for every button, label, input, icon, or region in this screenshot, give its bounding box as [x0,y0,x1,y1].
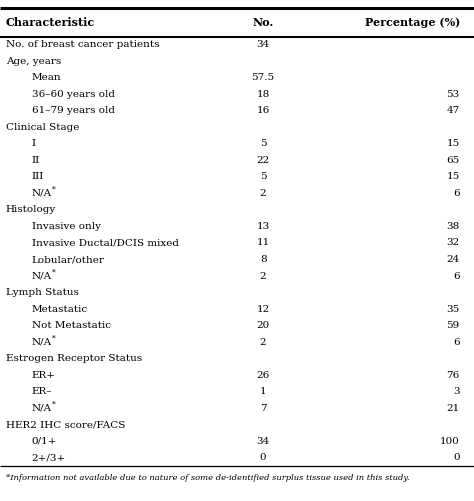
Text: 47: 47 [447,106,460,115]
Text: 34: 34 [256,437,270,446]
Text: Percentage (%): Percentage (%) [365,17,460,28]
Text: N/A: N/A [32,272,52,281]
Text: 5: 5 [260,172,266,181]
Text: 0: 0 [260,453,266,462]
Text: 11: 11 [256,238,270,247]
Text: 61–79 years old: 61–79 years old [32,106,115,115]
Text: ER–: ER– [32,387,52,396]
Text: 7: 7 [260,404,266,413]
Text: 36–60 years old: 36–60 years old [32,90,115,99]
Text: 32: 32 [447,238,460,247]
Text: 8: 8 [260,255,266,264]
Text: 34: 34 [256,40,270,49]
Text: 13: 13 [256,222,270,231]
Text: 2: 2 [260,189,266,198]
Text: N/A: N/A [32,189,52,198]
Text: Lymph Status: Lymph Status [6,288,79,297]
Text: Characteristic: Characteristic [6,17,95,28]
Text: *: * [52,400,55,408]
Text: 21: 21 [447,404,460,413]
Text: 57.5: 57.5 [252,73,274,82]
Text: No. of breast cancer patients: No. of breast cancer patients [6,40,159,49]
Text: 0/1+: 0/1+ [32,437,57,446]
Text: Lobular/other: Lobular/other [32,255,105,264]
Text: ER+: ER+ [32,371,56,380]
Text: 6: 6 [453,338,460,347]
Text: 35: 35 [447,305,460,314]
Text: II: II [32,156,40,165]
Text: III: III [32,172,44,181]
Text: 53: 53 [447,90,460,99]
Text: HER2 IHC score/FACS: HER2 IHC score/FACS [6,420,125,429]
Text: 38: 38 [447,222,460,231]
Text: Mean: Mean [32,73,62,82]
Text: N/A: N/A [32,404,52,413]
Text: 20: 20 [256,321,270,330]
Text: 65: 65 [447,156,460,165]
Text: Histology: Histology [6,205,56,214]
Text: *Information not available due to nature of some de-identified surplus tissue us: *Information not available due to nature… [6,473,410,481]
Text: 18: 18 [256,90,270,99]
Text: 15: 15 [447,172,460,181]
Text: 26: 26 [256,371,270,380]
Text: N/A: N/A [32,338,52,347]
Text: Not Metastatic: Not Metastatic [32,321,111,330]
Text: *: * [52,186,55,194]
Text: Metastatic: Metastatic [32,305,88,314]
Text: Clinical Stage: Clinical Stage [6,123,79,132]
Text: 3: 3 [453,387,460,396]
Text: 15: 15 [447,139,460,148]
Text: *: * [52,269,55,277]
Text: No.: No. [253,17,273,28]
Text: *: * [52,335,55,343]
Text: 22: 22 [256,156,270,165]
Text: I: I [32,139,36,148]
Text: 24: 24 [447,255,460,264]
Text: 6: 6 [453,189,460,198]
Text: Estrogen Receptor Status: Estrogen Receptor Status [6,354,142,363]
Text: 2: 2 [260,338,266,347]
Text: 59: 59 [447,321,460,330]
Text: 2+/3+: 2+/3+ [32,453,66,462]
Text: 16: 16 [256,106,270,115]
Text: 12: 12 [256,305,270,314]
Text: Invasive only: Invasive only [32,222,101,231]
Text: 6: 6 [453,272,460,281]
Text: Invasive Ductal/DCIS mixed: Invasive Ductal/DCIS mixed [32,238,179,247]
Text: 100: 100 [440,437,460,446]
Text: Age, years: Age, years [6,57,61,66]
Text: 76: 76 [447,371,460,380]
Text: 1: 1 [260,387,266,396]
Text: 5: 5 [260,139,266,148]
Text: 2: 2 [260,272,266,281]
Text: 0: 0 [453,453,460,462]
